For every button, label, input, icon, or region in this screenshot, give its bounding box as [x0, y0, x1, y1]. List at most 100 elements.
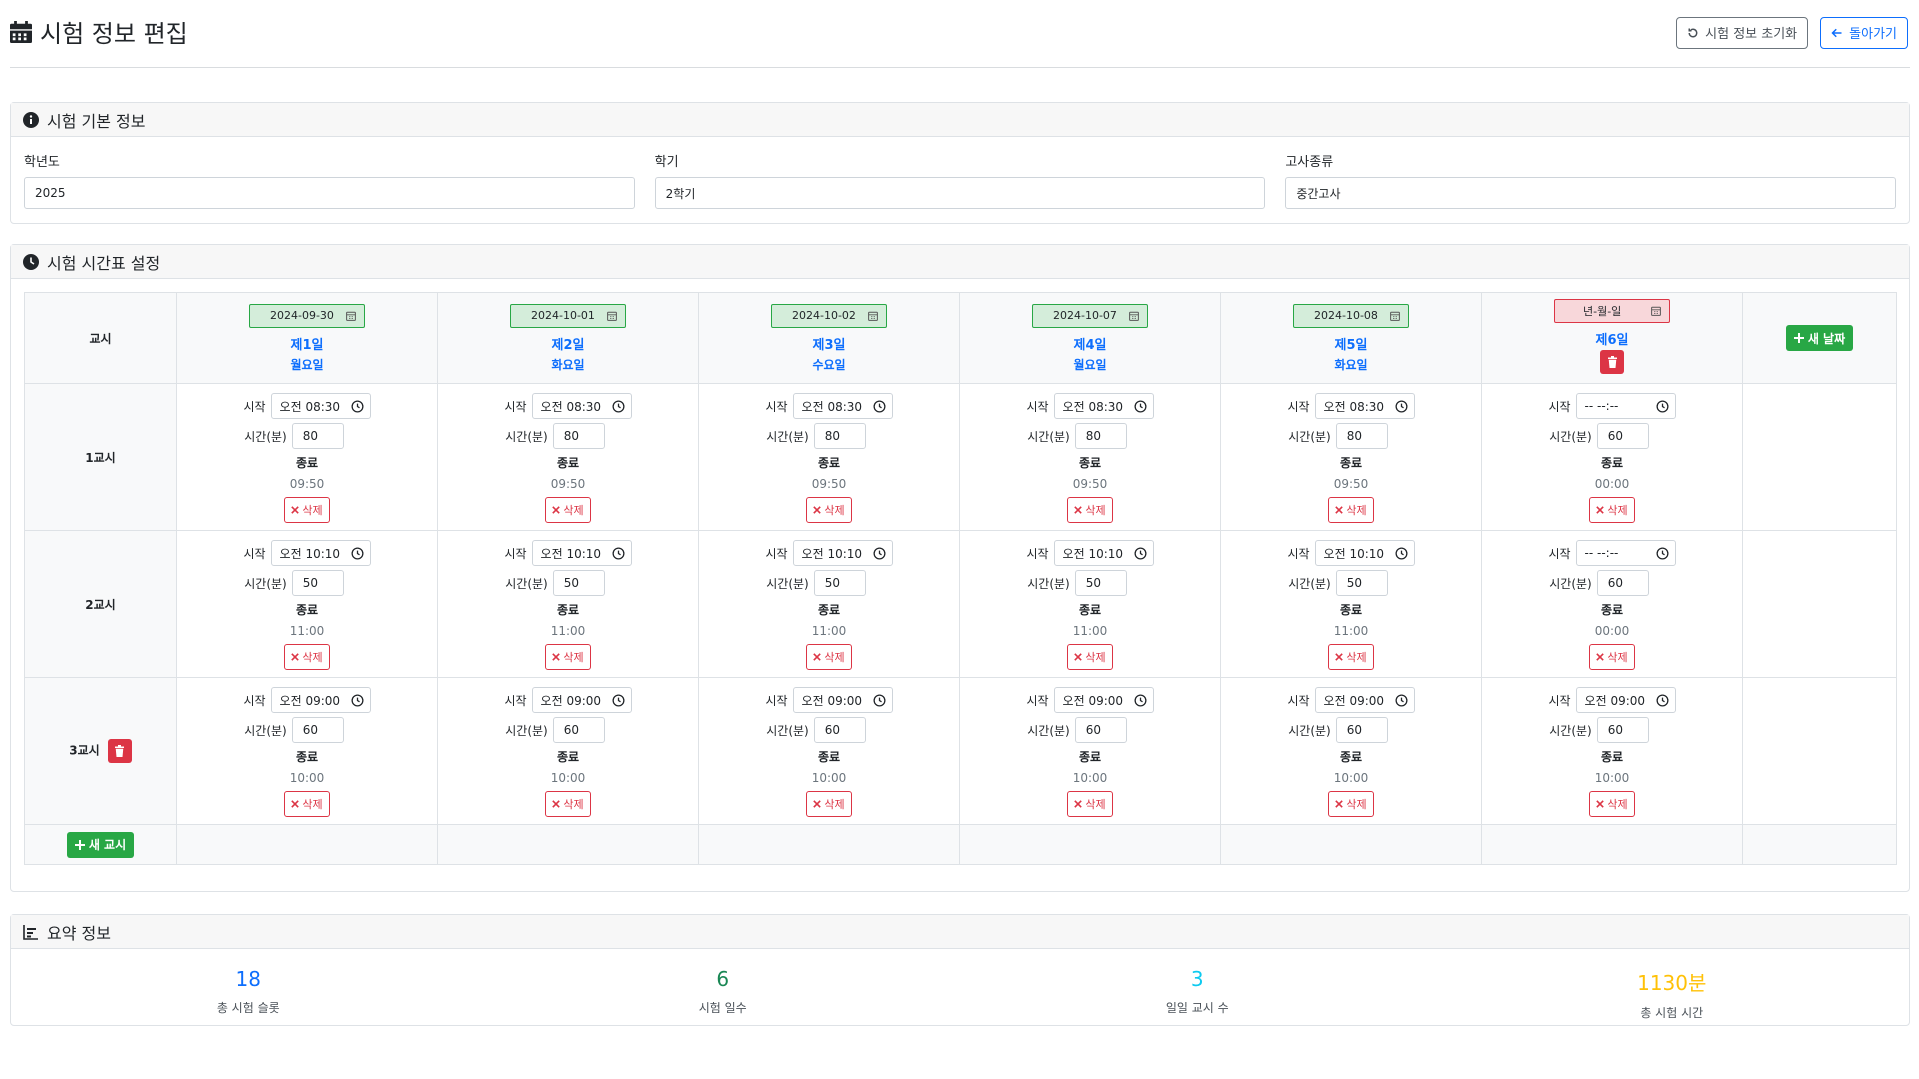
- exam-slot: 시작 오전 09:00 시간(분) 60 종료 10:00 삭제: [438, 685, 698, 817]
- year-input[interactable]: 2025: [24, 177, 635, 209]
- exam-slot: 시작 오전 08:30 시간(분) 80 종료 09:50 삭제: [177, 391, 437, 523]
- start-time-input[interactable]: 오전 08:30: [270, 393, 371, 419]
- duration-input[interactable]: 50: [1074, 570, 1127, 596]
- start-row: 시작 오전 09:00: [765, 685, 893, 715]
- duration-input[interactable]: 50: [552, 570, 605, 596]
- delete-slot-button[interactable]: 삭제: [545, 497, 591, 523]
- duration-input[interactable]: 80: [552, 423, 605, 449]
- semester-label: 학기: [654, 155, 679, 170]
- exam-type-input[interactable]: 중간고사: [1285, 177, 1897, 209]
- stat-value: 1130분: [1637, 971, 1707, 995]
- close-icon: [291, 653, 300, 661]
- start-label: 시작: [765, 546, 788, 561]
- slot-cell: 시작 -- --:-- 시간(분) 60 종료 00:00 삭제: [1481, 383, 1743, 531]
- duration-input[interactable]: 60: [813, 717, 866, 743]
- day-name: 제4일: [1073, 337, 1107, 353]
- delete-slot-button[interactable]: 삭제: [1067, 644, 1113, 670]
- date-input[interactable]: 2024-10-01: [510, 303, 626, 328]
- end-label: 종료: [556, 456, 580, 470]
- duration-input[interactable]: 50: [1335, 570, 1388, 596]
- start-time-input[interactable]: 오전 09:00: [531, 687, 632, 713]
- delete-slot-button[interactable]: 삭제: [1067, 497, 1113, 523]
- delete-slot-button[interactable]: 삭제: [806, 644, 852, 670]
- delete-period-button[interactable]: [107, 739, 132, 763]
- start-time-input[interactable]: 오전 08:30: [792, 393, 893, 419]
- duration-label: 시간(분): [505, 429, 548, 444]
- delete-slot-button[interactable]: 삭제: [1067, 791, 1113, 817]
- end-label: 종료: [1600, 456, 1624, 470]
- delete-slot-button[interactable]: 삭제: [1589, 791, 1635, 817]
- delete-slot-button[interactable]: 삭제: [284, 791, 330, 817]
- close-icon: [1335, 506, 1344, 514]
- start-time-value: 오전 08:30: [1062, 399, 1124, 414]
- end-time: 10:00: [1072, 771, 1108, 785]
- start-time-input[interactable]: -- --:--: [1575, 540, 1676, 566]
- duration-input[interactable]: 60: [1596, 570, 1649, 596]
- back-button[interactable]: 돌아가기: [1820, 16, 1908, 49]
- start-time-input[interactable]: 오전 08:30: [1053, 393, 1154, 419]
- duration-input[interactable]: 60: [1074, 717, 1127, 743]
- delete-slot-button[interactable]: 삭제: [1589, 644, 1635, 670]
- exam-slot: 시작 오전 10:10 시간(분) 50 종료 11:00 삭제: [438, 538, 698, 670]
- period-row: 2교시 시작 오전 10:10 시간(분) 50 종료 11:00 삭제 시작 오전 10:10 시…: [24, 530, 1897, 678]
- period-label: 2교시: [85, 597, 116, 612]
- delete-slot-button[interactable]: 삭제: [545, 644, 591, 670]
- empty-cell: [1742, 383, 1897, 531]
- duration-row: 시간(분) 60: [1549, 568, 1649, 598]
- duration-input[interactable]: 50: [813, 570, 866, 596]
- semester-input[interactable]: 2학기: [654, 177, 1266, 209]
- date-input[interactable]: 2024-10-02: [771, 303, 887, 328]
- delete-slot-button[interactable]: 삭제: [1328, 644, 1374, 670]
- duration-input[interactable]: 60: [1596, 423, 1649, 449]
- undo-icon: [1688, 28, 1698, 37]
- start-time-input[interactable]: 오전 10:10: [270, 540, 371, 566]
- delete-slot-button[interactable]: 삭제: [806, 791, 852, 817]
- date-input[interactable]: 2024-09-30: [249, 303, 365, 328]
- exam-slot: 시작 오전 08:30 시간(분) 80 종료 09:50 삭제: [438, 391, 698, 523]
- add-period-button[interactable]: 새 교시: [66, 831, 135, 858]
- exam-slot: 시작 오전 09:00 시간(분) 60 종료 10:00 삭제: [699, 685, 959, 817]
- start-time-input[interactable]: 오전 08:30: [531, 393, 632, 419]
- duration-input[interactable]: 80: [1335, 423, 1388, 449]
- start-time-input[interactable]: 오전 09:00: [270, 687, 371, 713]
- date-input[interactable]: 2024-10-08: [1293, 303, 1409, 328]
- start-time-input[interactable]: 오전 10:10: [792, 540, 893, 566]
- delete-slot-button[interactable]: 삭제: [806, 497, 852, 523]
- schedule-header: 시험 시간표 설정: [11, 245, 1909, 279]
- delete-slot-button[interactable]: 삭제: [284, 644, 330, 670]
- reset-exam-button[interactable]: 시험 정보 초기화: [1676, 16, 1809, 49]
- delete-day-button[interactable]: [1600, 349, 1624, 374]
- duration-input[interactable]: 80: [291, 423, 344, 449]
- slot-cell: 시작 오전 09:00 시간(분) 60 종료 10:00 삭제: [437, 677, 699, 825]
- start-time-input[interactable]: 오전 09:00: [1053, 687, 1154, 713]
- date-input[interactable]: 2024-10-07: [1032, 303, 1148, 328]
- duration-input[interactable]: 50: [291, 570, 344, 596]
- date-value: 2024-10-02: [792, 309, 856, 322]
- close-icon: [1335, 800, 1344, 808]
- duration-label: 시간(분): [1549, 576, 1592, 591]
- duration-input[interactable]: 60: [552, 717, 605, 743]
- add-day-button[interactable]: 새 날짜: [1785, 325, 1854, 351]
- delete-label: 삭제: [1607, 504, 1628, 517]
- start-time-input[interactable]: 오전 10:10: [531, 540, 632, 566]
- start-time-input[interactable]: 오전 09:00: [792, 687, 893, 713]
- start-time-input[interactable]: 오전 10:10: [1314, 540, 1415, 566]
- duration-input[interactable]: 60: [1596, 717, 1649, 743]
- duration-input[interactable]: 60: [291, 717, 344, 743]
- start-time-input[interactable]: -- --:--: [1575, 393, 1676, 419]
- delete-slot-button[interactable]: 삭제: [284, 497, 330, 523]
- start-time-input[interactable]: 오전 09:00: [1575, 687, 1676, 713]
- delete-slot-button[interactable]: 삭제: [1589, 497, 1635, 523]
- start-time-input[interactable]: 오전 09:00: [1314, 687, 1415, 713]
- delete-slot-button[interactable]: 삭제: [545, 791, 591, 817]
- delete-slot-button[interactable]: 삭제: [1328, 497, 1374, 523]
- date-input[interactable]: 년-월-일: [1554, 298, 1670, 323]
- duration-input[interactable]: 80: [813, 423, 866, 449]
- start-time-input[interactable]: 오전 10:10: [1053, 540, 1154, 566]
- duration-input[interactable]: 80: [1074, 423, 1127, 449]
- clock-icon: [1134, 546, 1147, 560]
- duration-input[interactable]: 60: [1335, 717, 1388, 743]
- delete-slot-button[interactable]: 삭제: [1328, 791, 1374, 817]
- stat-label: 총 시험 슬롯: [216, 1001, 280, 1015]
- start-time-input[interactable]: 오전 08:30: [1314, 393, 1415, 419]
